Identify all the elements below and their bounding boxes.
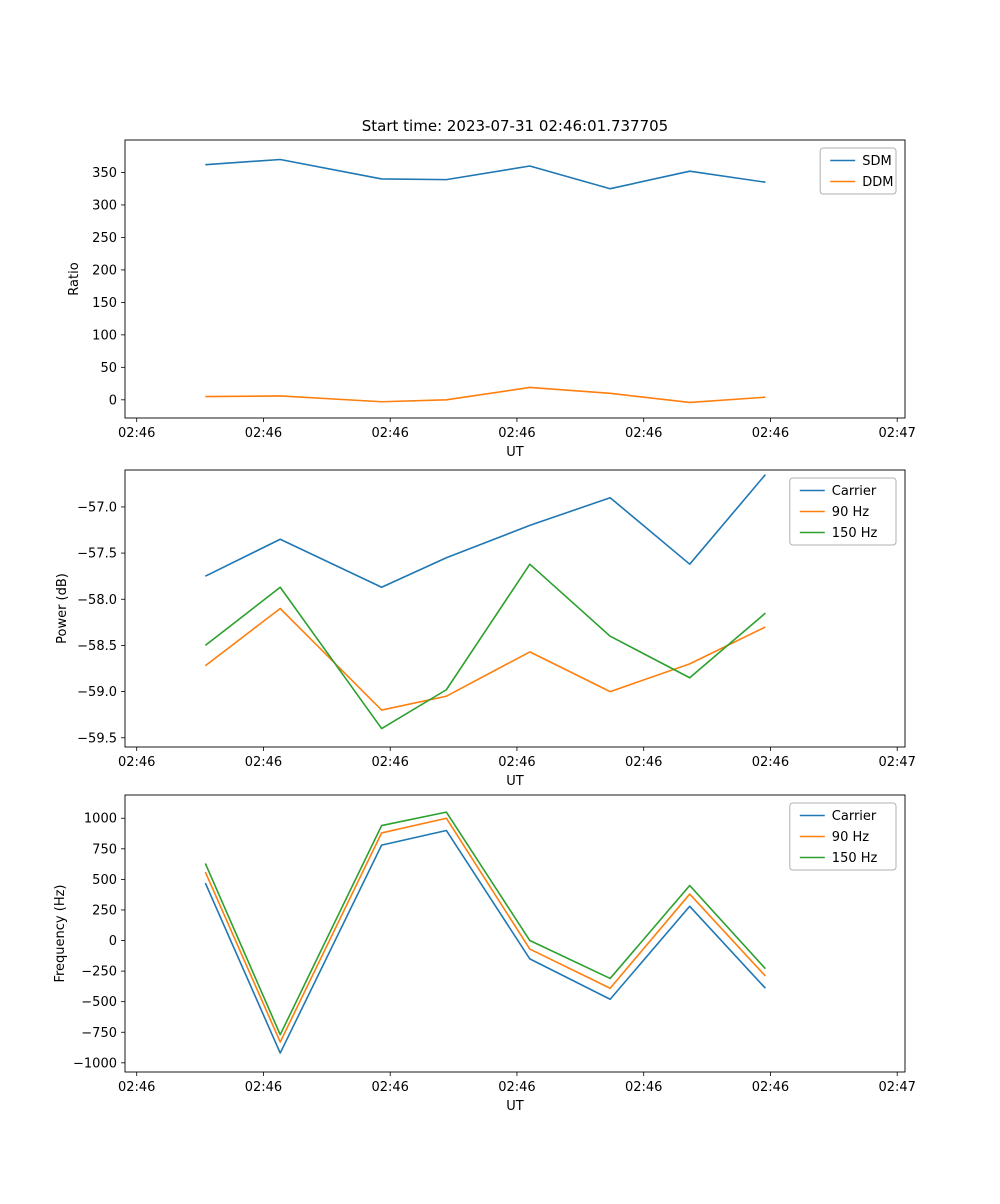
y-tick-label: 350 bbox=[92, 166, 117, 181]
legend-box bbox=[789, 802, 897, 871]
y-tick-label: −59.5 bbox=[77, 731, 117, 746]
y-axis-label: Ratio bbox=[67, 262, 82, 295]
plot-box bbox=[124, 139, 906, 419]
x-tick-label: 02:46 bbox=[752, 755, 789, 770]
y-tick-label: −58.0 bbox=[77, 593, 117, 608]
x-tick-label: 02:47 bbox=[878, 1080, 915, 1095]
y-tick-label: −250 bbox=[81, 965, 117, 980]
y-tick-label: 300 bbox=[92, 198, 117, 213]
series-line-150-hz bbox=[204, 563, 766, 730]
y-tick-label: −59.0 bbox=[77, 685, 117, 700]
y-axis-label: Power (dB) bbox=[55, 573, 70, 644]
y-tick-label: 1000 bbox=[84, 812, 117, 827]
x-tick-label: 02:46 bbox=[498, 1080, 535, 1095]
chart-ratio: 0 50 100 150 200 250 300 350 02:46 02:46 02:46 02:4… bbox=[67, 139, 916, 460]
x-tick-label: 02:46 bbox=[625, 426, 662, 441]
legend-box bbox=[819, 147, 897, 195]
x-tick-label: 02:46 bbox=[625, 755, 662, 770]
y-tick-label: −57.0 bbox=[77, 500, 117, 515]
legend-label: 90 Hz bbox=[832, 505, 869, 520]
y-tick-label: −750 bbox=[81, 1026, 117, 1041]
y-tick-label: −58.5 bbox=[77, 639, 117, 654]
y-tick-label: 50 bbox=[100, 361, 117, 376]
x-tick-label: 02:46 bbox=[752, 1080, 789, 1095]
figure-title: Start time: 2023-07-31 02:46:01.737705 bbox=[362, 117, 668, 135]
chart-power: −59.5 −59.0 −58.5 −58.0 −57.5 −57.0 02:46 02:46… bbox=[55, 469, 916, 789]
x-tick-label: 02:46 bbox=[118, 426, 155, 441]
series-line-ddm bbox=[205, 386, 766, 404]
legend-label: 150 Hz bbox=[832, 526, 878, 541]
y-tick-label: 750 bbox=[92, 842, 117, 857]
series-line-90-hz bbox=[204, 607, 766, 711]
x-axis-label: UT bbox=[506, 1099, 524, 1114]
series-line-90-hz bbox=[204, 817, 766, 1043]
legend: Carrier 90 Hz 150 Hz bbox=[789, 477, 897, 546]
y-tick-label: 150 bbox=[92, 296, 117, 311]
legend-label: 90 Hz bbox=[832, 830, 869, 845]
plot-box bbox=[124, 794, 906, 1073]
legend-label: 150 Hz bbox=[832, 851, 878, 866]
series-line-sdm bbox=[205, 158, 766, 190]
x-tick-label: 02:46 bbox=[118, 1080, 155, 1095]
legend-box bbox=[789, 477, 897, 546]
x-tick-label: 02:46 bbox=[498, 755, 535, 770]
legend-label: SDM bbox=[862, 154, 891, 169]
legend-label: Carrier bbox=[832, 484, 877, 499]
x-tick-label: 02:46 bbox=[245, 1080, 282, 1095]
x-tick-label: 02:46 bbox=[118, 755, 155, 770]
y-tick-label: −500 bbox=[81, 995, 117, 1010]
y-tick-label: 0 bbox=[109, 934, 117, 949]
legend: SDM DDM bbox=[819, 147, 897, 195]
legend-label: Carrier bbox=[832, 809, 877, 824]
y-tick-label: 0 bbox=[109, 393, 117, 408]
y-tick-label: 100 bbox=[92, 328, 117, 343]
series-line-150-hz bbox=[204, 811, 766, 1036]
x-tick-label: 02:46 bbox=[245, 426, 282, 441]
x-tick-label: 02:46 bbox=[245, 755, 282, 770]
charts-group: 0 50 100 150 200 250 300 350 02:46 02:46 02:46 02:4… bbox=[53, 139, 916, 1114]
legend-label: DDM bbox=[862, 175, 893, 190]
y-tick-label: 250 bbox=[92, 903, 117, 918]
x-tick-label: 02:46 bbox=[752, 426, 789, 441]
chart-frequency: −1000 −750 −500 −250 0 250 500 750 1000 02:46 02:4… bbox=[53, 794, 916, 1114]
x-tick-label: 02:46 bbox=[371, 426, 408, 441]
y-tick-label: −57.5 bbox=[77, 547, 117, 562]
y-tick-label: 250 bbox=[92, 231, 117, 246]
y-tick-label: 200 bbox=[92, 263, 117, 278]
x-tick-label: 02:47 bbox=[878, 755, 915, 770]
x-tick-label: 02:46 bbox=[498, 426, 535, 441]
x-axis-label: UT bbox=[506, 445, 524, 460]
series-line-carrier bbox=[204, 474, 766, 589]
legend: Carrier 90 Hz 150 Hz bbox=[789, 802, 897, 871]
x-tick-label: 02:46 bbox=[625, 1080, 662, 1095]
plot-box bbox=[124, 469, 906, 748]
y-axis-label: Frequency (Hz) bbox=[53, 884, 68, 982]
y-tick-label: 500 bbox=[92, 873, 117, 888]
series-line-carrier bbox=[204, 829, 766, 1054]
x-axis-label: UT bbox=[506, 774, 524, 789]
y-tick-label: −1000 bbox=[73, 1056, 117, 1071]
x-tick-label: 02:47 bbox=[878, 426, 915, 441]
x-tick-label: 02:46 bbox=[371, 1080, 408, 1095]
x-tick-label: 02:46 bbox=[371, 755, 408, 770]
